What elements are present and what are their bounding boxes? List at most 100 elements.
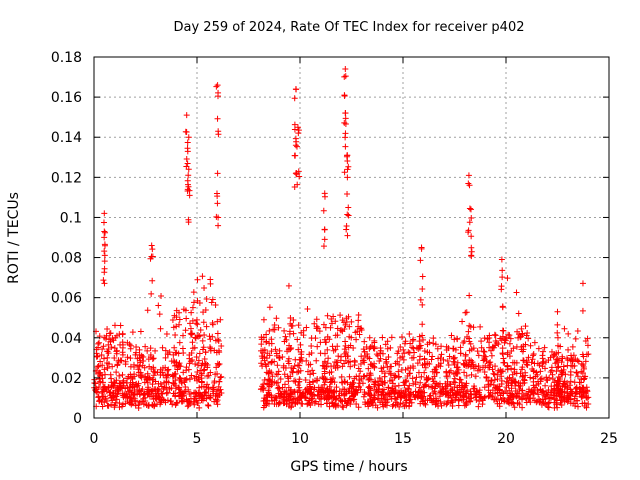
data-point: [149, 246, 156, 253]
data-point: [193, 373, 200, 380]
data-point: [120, 382, 127, 389]
data-point: [539, 387, 546, 394]
data-point: [419, 321, 426, 328]
data-point: [266, 383, 273, 390]
data-point: [400, 346, 407, 353]
data-point: [553, 397, 560, 404]
data-point: [460, 339, 467, 346]
data-point: [368, 392, 375, 399]
data-point: [150, 355, 157, 362]
data-point: [504, 275, 511, 282]
data-point: [452, 396, 459, 403]
data-point: [209, 384, 216, 391]
y-tick-label: 0.14: [51, 130, 82, 146]
data-point: [487, 347, 494, 354]
data-point: [431, 373, 438, 380]
data-point: [351, 396, 358, 403]
data-point: [584, 335, 591, 342]
data-point: [294, 389, 301, 396]
data-point: [465, 227, 472, 234]
data-point: [341, 360, 348, 367]
data-point: [138, 374, 145, 381]
data-point: [406, 331, 413, 338]
data-point: [519, 373, 526, 380]
data-point: [341, 378, 348, 385]
data-point: [413, 374, 420, 381]
data-point: [146, 363, 153, 370]
data-point: [286, 328, 293, 335]
data-point: [489, 387, 496, 394]
data-point: [341, 350, 348, 357]
data-point: [522, 372, 529, 379]
data-point: [468, 233, 475, 240]
data-point: [185, 134, 192, 141]
data-point: [215, 222, 222, 229]
data-point: [144, 377, 151, 384]
data-point: [176, 386, 183, 393]
data-point: [415, 389, 422, 396]
data-point: [436, 393, 443, 400]
data-point: [335, 353, 342, 360]
data-point: [333, 384, 340, 391]
data-point: [291, 95, 298, 102]
data-point: [517, 370, 524, 377]
data-point: [455, 402, 462, 409]
data-point: [444, 382, 451, 389]
data-point: [214, 318, 221, 325]
data-point: [185, 366, 192, 373]
y-tick-label: 0.18: [51, 50, 82, 66]
x-tick-label: 20: [497, 431, 515, 447]
data-point: [281, 338, 288, 345]
data-point: [117, 380, 124, 387]
data-point: [406, 382, 413, 389]
data-point: [260, 316, 267, 323]
data-point: [367, 361, 374, 368]
data-point: [154, 401, 161, 408]
data-point: [295, 127, 302, 134]
data-point: [463, 401, 470, 408]
data-point: [319, 374, 326, 381]
data-point: [174, 366, 181, 373]
data-point: [418, 245, 425, 252]
data-point: [179, 393, 186, 400]
data-point: [580, 362, 587, 369]
data-point: [291, 388, 298, 395]
data-point: [196, 350, 203, 357]
data-point: [565, 393, 572, 400]
data-point: [545, 404, 552, 411]
data-point: [99, 362, 106, 369]
data-point: [133, 380, 140, 387]
data-point: [285, 378, 292, 385]
data-point: [149, 355, 156, 362]
data-point: [189, 317, 196, 324]
plot-frame: [93, 56, 610, 419]
data-point: [346, 323, 353, 330]
data-point: [493, 339, 500, 346]
data-point: [287, 404, 294, 411]
data-point: [444, 357, 451, 364]
data-point: [165, 366, 172, 373]
data-point: [330, 313, 337, 320]
data-point: [531, 339, 538, 346]
data-point: [527, 374, 534, 381]
data-point: [149, 253, 156, 260]
data-point: [416, 343, 423, 350]
data-point: [164, 389, 171, 396]
data-point: [548, 394, 555, 401]
data-point: [499, 345, 506, 352]
data-point: [316, 391, 323, 398]
data-point: [490, 370, 497, 377]
data-point: [476, 391, 483, 398]
data-point: [387, 388, 394, 395]
data-point: [492, 332, 499, 339]
data-point: [292, 356, 299, 363]
data-point: [144, 307, 151, 314]
data-point: [385, 384, 392, 391]
y-tick-label: 0.16: [51, 90, 82, 106]
data-point: [507, 335, 514, 342]
data-point: [496, 386, 503, 393]
data-point: [276, 354, 283, 361]
data-point: [339, 403, 346, 410]
data-point: [355, 404, 362, 411]
data-point: [323, 339, 330, 346]
